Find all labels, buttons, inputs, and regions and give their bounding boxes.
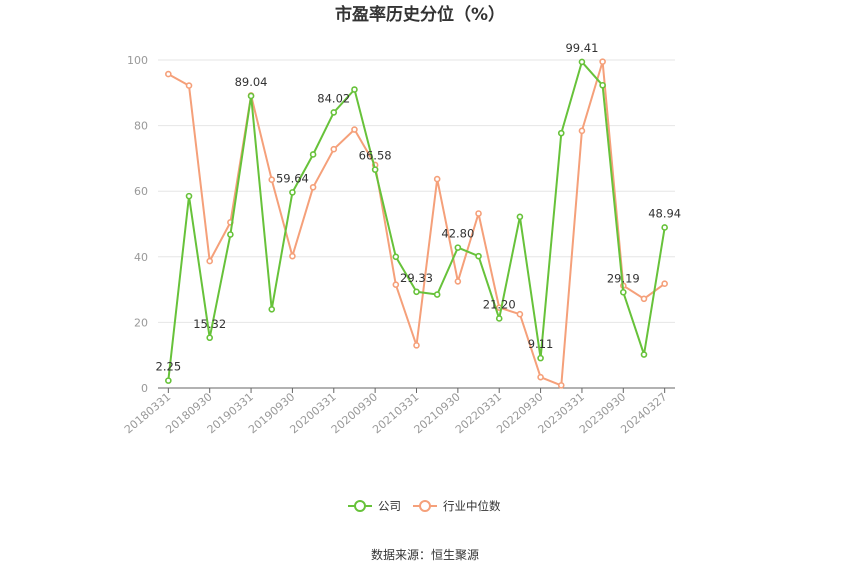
series-point [392, 281, 400, 288]
x-tick-label: 20240327 [618, 390, 669, 436]
series-point [578, 58, 586, 66]
data-label: 29.19 [607, 271, 640, 285]
series-point [309, 151, 317, 158]
series-line-0 [167, 60, 666, 381]
y-tick-label: 20 [134, 316, 148, 329]
data-label: 29.33 [400, 271, 433, 285]
series-point [640, 295, 648, 303]
series-point [475, 210, 482, 217]
series-point [599, 58, 606, 65]
series-point [289, 189, 296, 196]
series-point [475, 252, 482, 260]
series-point [371, 166, 379, 173]
y-tick-label: 0 [141, 382, 148, 395]
data-label: 21.20 [483, 297, 516, 311]
data-labels: 2.25 15.32 89.04 59.64 84.02 66.58 29.33 42.80 2… [156, 41, 682, 374]
series-point [351, 86, 358, 93]
data-label: 99.41 [565, 41, 598, 55]
series-point [661, 224, 668, 231]
series-point [165, 377, 172, 384]
legend-industry-label: 行业中位数 [443, 499, 501, 513]
y-tick-label: 100 [127, 54, 148, 67]
series-point [309, 183, 317, 191]
series-point [537, 373, 544, 381]
series-point [206, 334, 213, 342]
grid-lines [158, 59, 675, 323]
data-label: 48.94 [648, 206, 681, 220]
legend-company-label: 公司 [378, 499, 401, 513]
data-label: 2.25 [156, 360, 182, 374]
data-label: 42.80 [441, 227, 474, 241]
series-point [206, 257, 213, 265]
data-label: 9.11 [528, 337, 554, 351]
legend: 公司 行业中位数 [348, 499, 501, 513]
series-point [413, 288, 420, 296]
data-label: 84.02 [317, 91, 350, 105]
series-point [165, 70, 172, 78]
series-point [661, 280, 668, 287]
series-point [289, 252, 296, 260]
series-point [516, 213, 524, 221]
series-point [578, 127, 586, 135]
x-axis-ticks: 2018033120180930201903312019093020200331… [122, 388, 670, 436]
series-point [268, 176, 276, 184]
series-point [516, 310, 524, 318]
series-point [330, 109, 338, 116]
series-point [640, 351, 648, 358]
series-point [537, 354, 544, 362]
series-point [185, 192, 193, 200]
series-point [247, 92, 255, 100]
series-point [392, 253, 400, 261]
series-point [433, 291, 441, 298]
series-point [351, 126, 358, 133]
data-label: 15.32 [193, 317, 226, 331]
legend-item-company[interactable]: 公司 [348, 499, 401, 513]
series-point [495, 315, 503, 322]
series-point [619, 288, 627, 296]
series-line-1 [167, 60, 666, 387]
series-point [454, 278, 462, 285]
y-axis-ticks: 0 20 40 60 80 100 [127, 54, 148, 395]
data-source: 数据来源：恒生聚源 [371, 547, 479, 562]
series-point [330, 145, 338, 153]
series-point [599, 81, 606, 89]
series-point [185, 82, 193, 89]
series-point [557, 129, 565, 137]
series-point [557, 382, 565, 389]
legend-industry-marker [419, 500, 431, 512]
series-point [433, 175, 441, 183]
data-label: 89.04 [235, 75, 268, 89]
series-point [454, 244, 462, 251]
y-tick-label: 40 [134, 251, 148, 264]
series-point [268, 305, 276, 313]
legend-company-marker [354, 500, 366, 512]
series-layer [165, 58, 668, 389]
chart-title: 市盈率历史分位（%） [335, 4, 505, 25]
data-label: 59.64 [276, 171, 309, 185]
series-point [227, 231, 234, 238]
y-tick-label: 60 [134, 185, 148, 198]
data-label: 66.58 [359, 149, 392, 163]
legend-item-industry[interactable]: 行业中位数 [413, 499, 501, 513]
series-point [413, 342, 420, 349]
y-tick-label: 80 [134, 120, 148, 133]
